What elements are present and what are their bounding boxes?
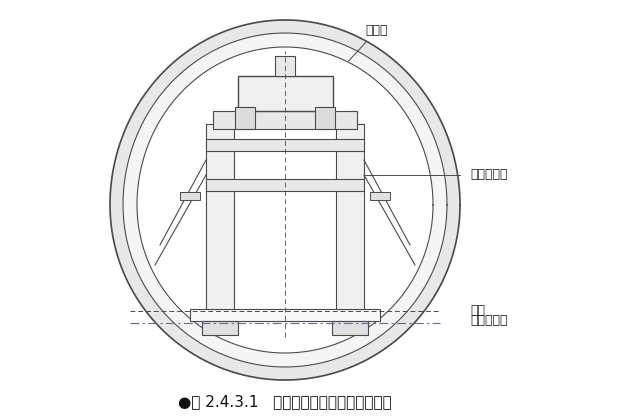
Bar — [206, 124, 234, 309]
Bar — [202, 321, 238, 335]
Bar — [332, 321, 368, 335]
Text: 二衬混凝土: 二衬混凝土 — [470, 168, 508, 181]
Bar — [237, 76, 333, 111]
Text: 加高盒: 加高盒 — [334, 24, 387, 76]
Text: 矮边墙顶面: 矮边墙顶面 — [470, 315, 508, 328]
Bar — [336, 124, 364, 309]
Bar — [212, 111, 358, 129]
Text: 轨顶: 轨顶 — [470, 304, 485, 318]
Polygon shape — [110, 20, 460, 380]
Bar — [235, 107, 255, 129]
Bar — [206, 179, 364, 191]
Polygon shape — [123, 33, 447, 367]
FancyBboxPatch shape — [190, 309, 380, 321]
Bar — [180, 192, 200, 200]
Bar — [370, 192, 390, 200]
Polygon shape — [137, 47, 433, 353]
Bar — [206, 139, 364, 151]
Text: ●图 2.4.3.1   区间隧道模板台车支撑立面图: ●图 2.4.3.1 区间隧道模板台车支撑立面图 — [178, 394, 392, 410]
Bar — [315, 107, 335, 129]
Bar — [275, 56, 295, 76]
